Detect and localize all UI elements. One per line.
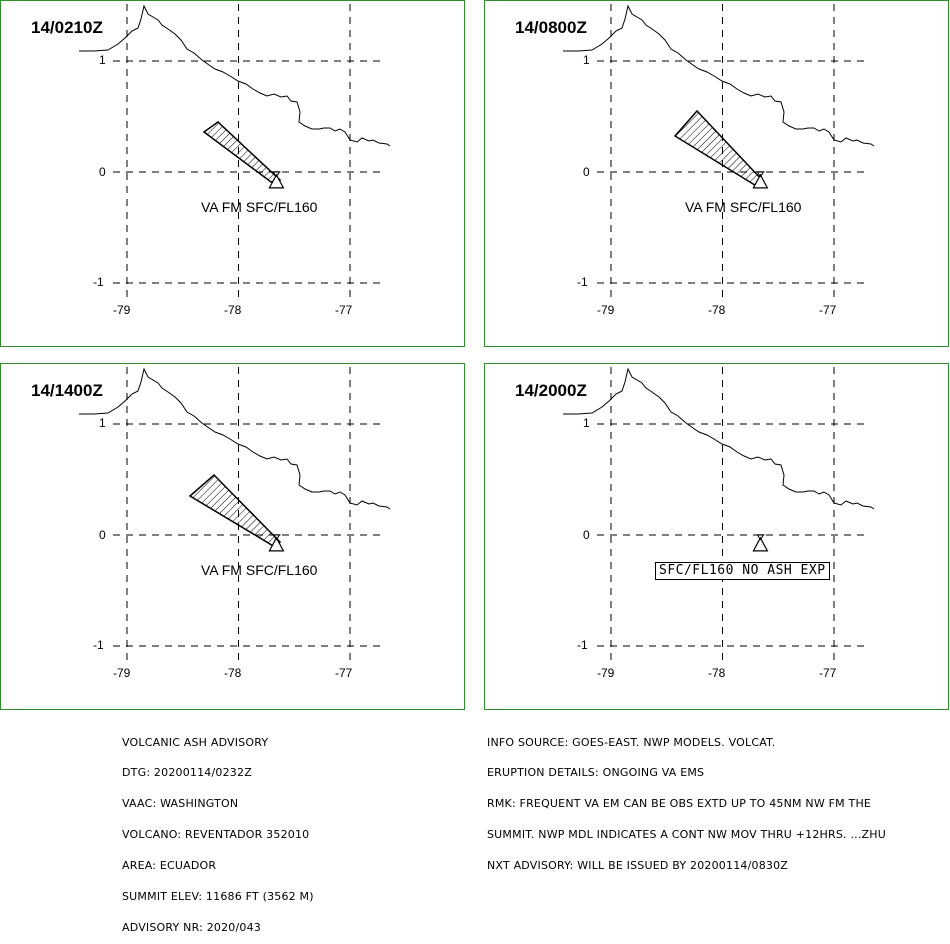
lat-label-minus1: -1 — [577, 275, 588, 289]
lon-label-77: -77 — [335, 666, 353, 680]
ash-plume-polygon — [188, 473, 282, 548]
no-ash-box: SFC/FL160 NO ASH EXP — [655, 562, 830, 580]
coastline — [563, 4, 875, 147]
lon-label-77: -77 — [819, 666, 837, 680]
map-canvas-2 — [563, 4, 875, 297]
lat-label-1: 1 — [99, 416, 106, 430]
map-canvas-1 — [79, 4, 391, 297]
lon-label-78: -78 — [708, 303, 726, 317]
lon-label-78: -78 — [708, 666, 726, 680]
ash-label-2: VA FM SFC/FL160 — [685, 199, 802, 215]
volcano-icon — [752, 534, 769, 552]
lat-label-0: 0 — [583, 528, 590, 542]
ash-label-3: VA FM SFC/FL160 — [201, 562, 318, 578]
panel-time-1: 14/0210Z — [31, 18, 103, 37]
lon-label-77: -77 — [335, 303, 353, 317]
lon-label-78: -78 — [224, 666, 242, 680]
advisory-title: VOLCANIC ASH ADVISORY — [122, 735, 269, 749]
panel-time-2: 14/0800Z — [515, 18, 587, 37]
advisory-dtg: DTG: 20200114/0232Z — [122, 766, 252, 780]
advisory-number: ADVISORY NR: 2020/043 — [122, 920, 261, 934]
lat-label-minus1: -1 — [93, 638, 104, 652]
forecast-panel-3: 14/1400Z 1 0 -1 -79 -78 -77 VA FM SFC/FL… — [0, 363, 465, 710]
forecast-panel-2: 14/0800Z 1 0 -1 -79 -78 -77 VA FM SFC/FL… — [484, 0, 949, 347]
ash-plume-polygon — [202, 121, 282, 183]
advisory-volcano: VOLCANO: REVENTADOR 352010 — [122, 828, 310, 842]
lon-label-79: -79 — [597, 303, 615, 317]
lat-label-0: 0 — [99, 165, 106, 179]
ash-label-1: VA FM SFC/FL160 — [201, 199, 318, 215]
advisory-right: INFO SOURCE: GOES-EAST. NWP MODELS. VOLC… — [487, 717, 886, 882]
ash-plume-polygon — [673, 109, 766, 188]
coastline — [79, 4, 391, 147]
map-canvas-4 — [563, 367, 875, 660]
lon-label-79: -79 — [113, 666, 131, 680]
lat-label-0: 0 — [583, 165, 590, 179]
lat-label-minus1: -1 — [577, 638, 588, 652]
panel-time-4: 14/2000Z — [515, 381, 587, 400]
lat-label-1: 1 — [583, 53, 590, 67]
lat-label-0: 0 — [99, 528, 106, 542]
next-advisory: NXT ADVISORY: WILL BE ISSUED BY 20200114… — [487, 859, 789, 873]
lat-label-minus1: -1 — [93, 275, 104, 289]
volcano-icon — [268, 534, 285, 552]
volcano-icon — [752, 171, 769, 189]
coastline — [79, 367, 391, 510]
volcano-icon — [268, 171, 285, 189]
forecast-panel-4: 14/2000Z 1 0 -1 -79 -78 -77 SFC/FL160 NO… — [484, 363, 949, 710]
advisory-left: VOLCANIC ASH ADVISORY DTG: 20200114/0232… — [122, 717, 314, 944]
advisory-summit-elev: SUMMIT ELEV: 11686 FT (3562 M) — [122, 890, 314, 904]
forecast-panel-1: 14/0210Z 1 0 -1 -79 -78 -77 VA FM SFC/FL… — [0, 0, 465, 347]
lat-label-1: 1 — [99, 53, 106, 67]
lon-label-78: -78 — [224, 303, 242, 317]
panel-time-3: 14/1400Z — [31, 381, 103, 400]
map-canvas-3 — [79, 367, 391, 660]
advisory-area: AREA: ECUADOR — [122, 859, 217, 873]
advisory-vaac: VAAC: WASHINGTON — [122, 797, 239, 811]
lon-label-79: -79 — [113, 303, 131, 317]
coastline — [563, 367, 875, 510]
info-source: INFO SOURCE: GOES-EAST. NWP MODELS. VOLC… — [487, 735, 776, 749]
lon-label-77: -77 — [819, 303, 837, 317]
lon-label-79: -79 — [597, 666, 615, 680]
remarks-line-2: SUMMIT. NWP MDL INDICATES A CONT NW MOV … — [487, 828, 886, 842]
lat-label-1: 1 — [583, 416, 590, 430]
remarks-line-1: RMK: FREQUENT VA EM CAN BE OBS EXTD UP T… — [487, 797, 872, 811]
eruption-details: ERUPTION DETAILS: ONGOING VA EMS — [487, 766, 705, 780]
grid-lines — [597, 367, 867, 660]
